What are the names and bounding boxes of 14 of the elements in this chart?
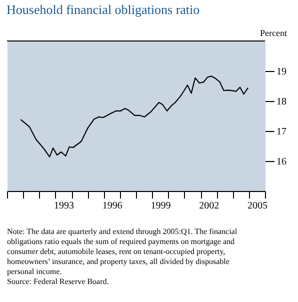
x-tick-label: 2005 bbox=[247, 200, 268, 212]
source-note: Source: Federal Reserve Board. bbox=[7, 277, 109, 286]
line-series bbox=[20, 76, 249, 158]
text: Note: The data are quarterly and extend through 2005:Q1. The financial obligations ratio equals the sum of required payments on mortgage and consumer debt, automobile leases, rent on tenant-occupied property, homeowners’ insurance, and property taxes, all divided by disposable personal income. bbox=[7, 227, 238, 276]
x-tick-label: 1999 bbox=[150, 200, 171, 212]
x-tick-label: 1996 bbox=[102, 200, 122, 212]
x-tick-label: 1993 bbox=[54, 200, 74, 212]
y-tick-label: 19 bbox=[276, 66, 286, 78]
x-tick-label: 2002 bbox=[199, 200, 220, 212]
y-tick-label: 16 bbox=[276, 156, 286, 168]
y-tick-label: 17 bbox=[276, 126, 286, 138]
chart-title: Household financial obligations ratio bbox=[6, 2, 200, 17]
y-tick-label: 18 bbox=[276, 96, 286, 108]
y-axis-title: Percent bbox=[260, 28, 288, 38]
